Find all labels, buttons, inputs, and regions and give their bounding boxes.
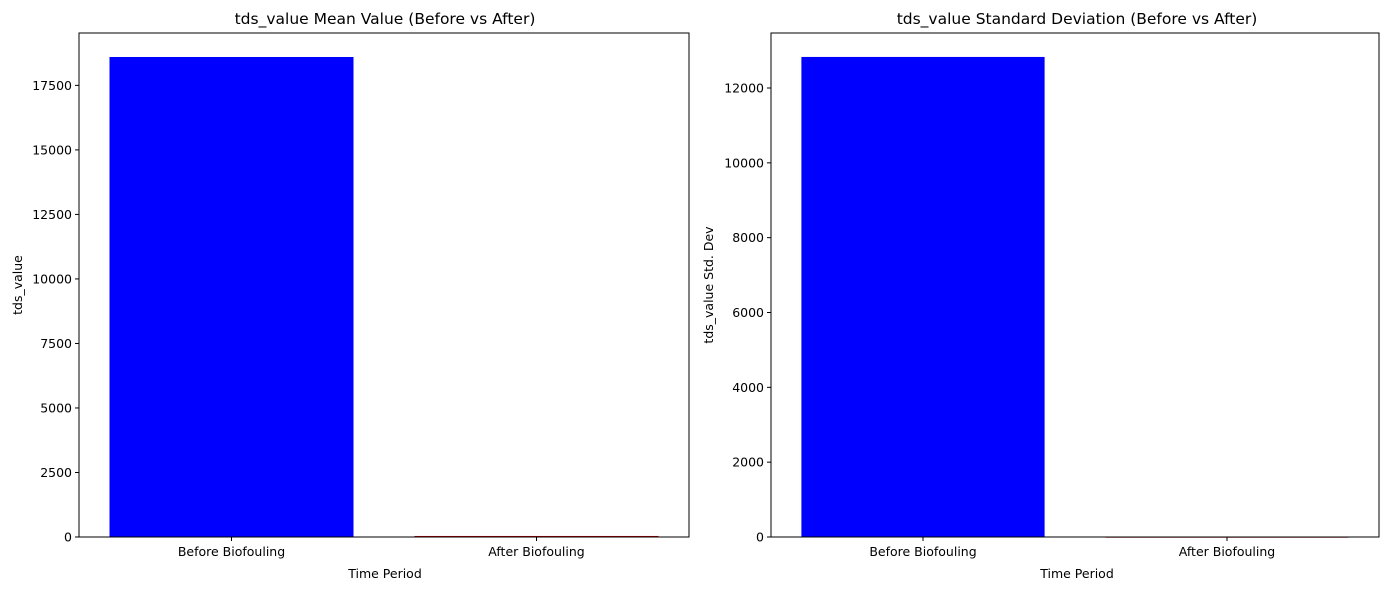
y-tick-label: 10000 (32, 271, 72, 286)
chart-mean: tds_value Mean Value (Before vs After) T… (10, 10, 690, 581)
y-tick-label: 5000 (40, 400, 72, 415)
y-tick-label: 4000 (732, 380, 764, 395)
y-tick-label: 7500 (40, 336, 72, 351)
y-tick-label: 2000 (732, 455, 764, 470)
y-tick-label: 17500 (32, 78, 72, 93)
x-tick-label: Before Biofouling (869, 544, 976, 559)
y-ticks: 0 2000 4000 6000 8000 10000 12000 (724, 81, 771, 545)
y-tick-label: 0 (756, 530, 764, 545)
x-axis-label: Time Period (1039, 566, 1114, 581)
x-tick-label: After Biofouling (1179, 544, 1275, 559)
chart-stddev: tds_value Standard Deviation (Before vs … (701, 10, 1380, 581)
y-tick-label: 0 (64, 530, 72, 545)
x-tick-label: Before Biofouling (178, 544, 285, 559)
y-axis-label: tds_value Std. Dev (701, 226, 716, 344)
chart-title: tds_value Standard Deviation (Before vs … (897, 10, 1258, 29)
y-tick-label: 8000 (732, 230, 764, 245)
chart-title: tds_value Mean Value (Before vs After) (235, 10, 536, 29)
x-ticks: Before Biofouling After Biofouling (869, 537, 1275, 559)
y-tick-label: 10000 (724, 155, 764, 170)
y-tick-label: 12000 (724, 81, 764, 96)
bar-after-biofouling (414, 535, 659, 537)
y-tick-label: 12500 (32, 207, 72, 222)
y-tick-label: 15000 (32, 142, 72, 157)
y-tick-label: 2500 (40, 465, 72, 480)
y-ticks: 0 2500 5000 7500 10000 12500 15000 17500 (32, 78, 79, 545)
x-axis-label: Time Period (347, 566, 422, 581)
y-axis-label: tds_value (10, 255, 25, 315)
bars (801, 56, 1349, 538)
bar-before-biofouling (801, 56, 1045, 538)
plot-frame (78, 32, 690, 538)
bars (109, 57, 659, 537)
x-ticks: Before Biofouling After Biofouling (178, 537, 585, 559)
x-tick-label: After Biofouling (488, 544, 584, 559)
y-tick-label: 6000 (732, 305, 764, 320)
bar-before-biofouling (109, 57, 354, 537)
plot-frame (770, 32, 1380, 538)
